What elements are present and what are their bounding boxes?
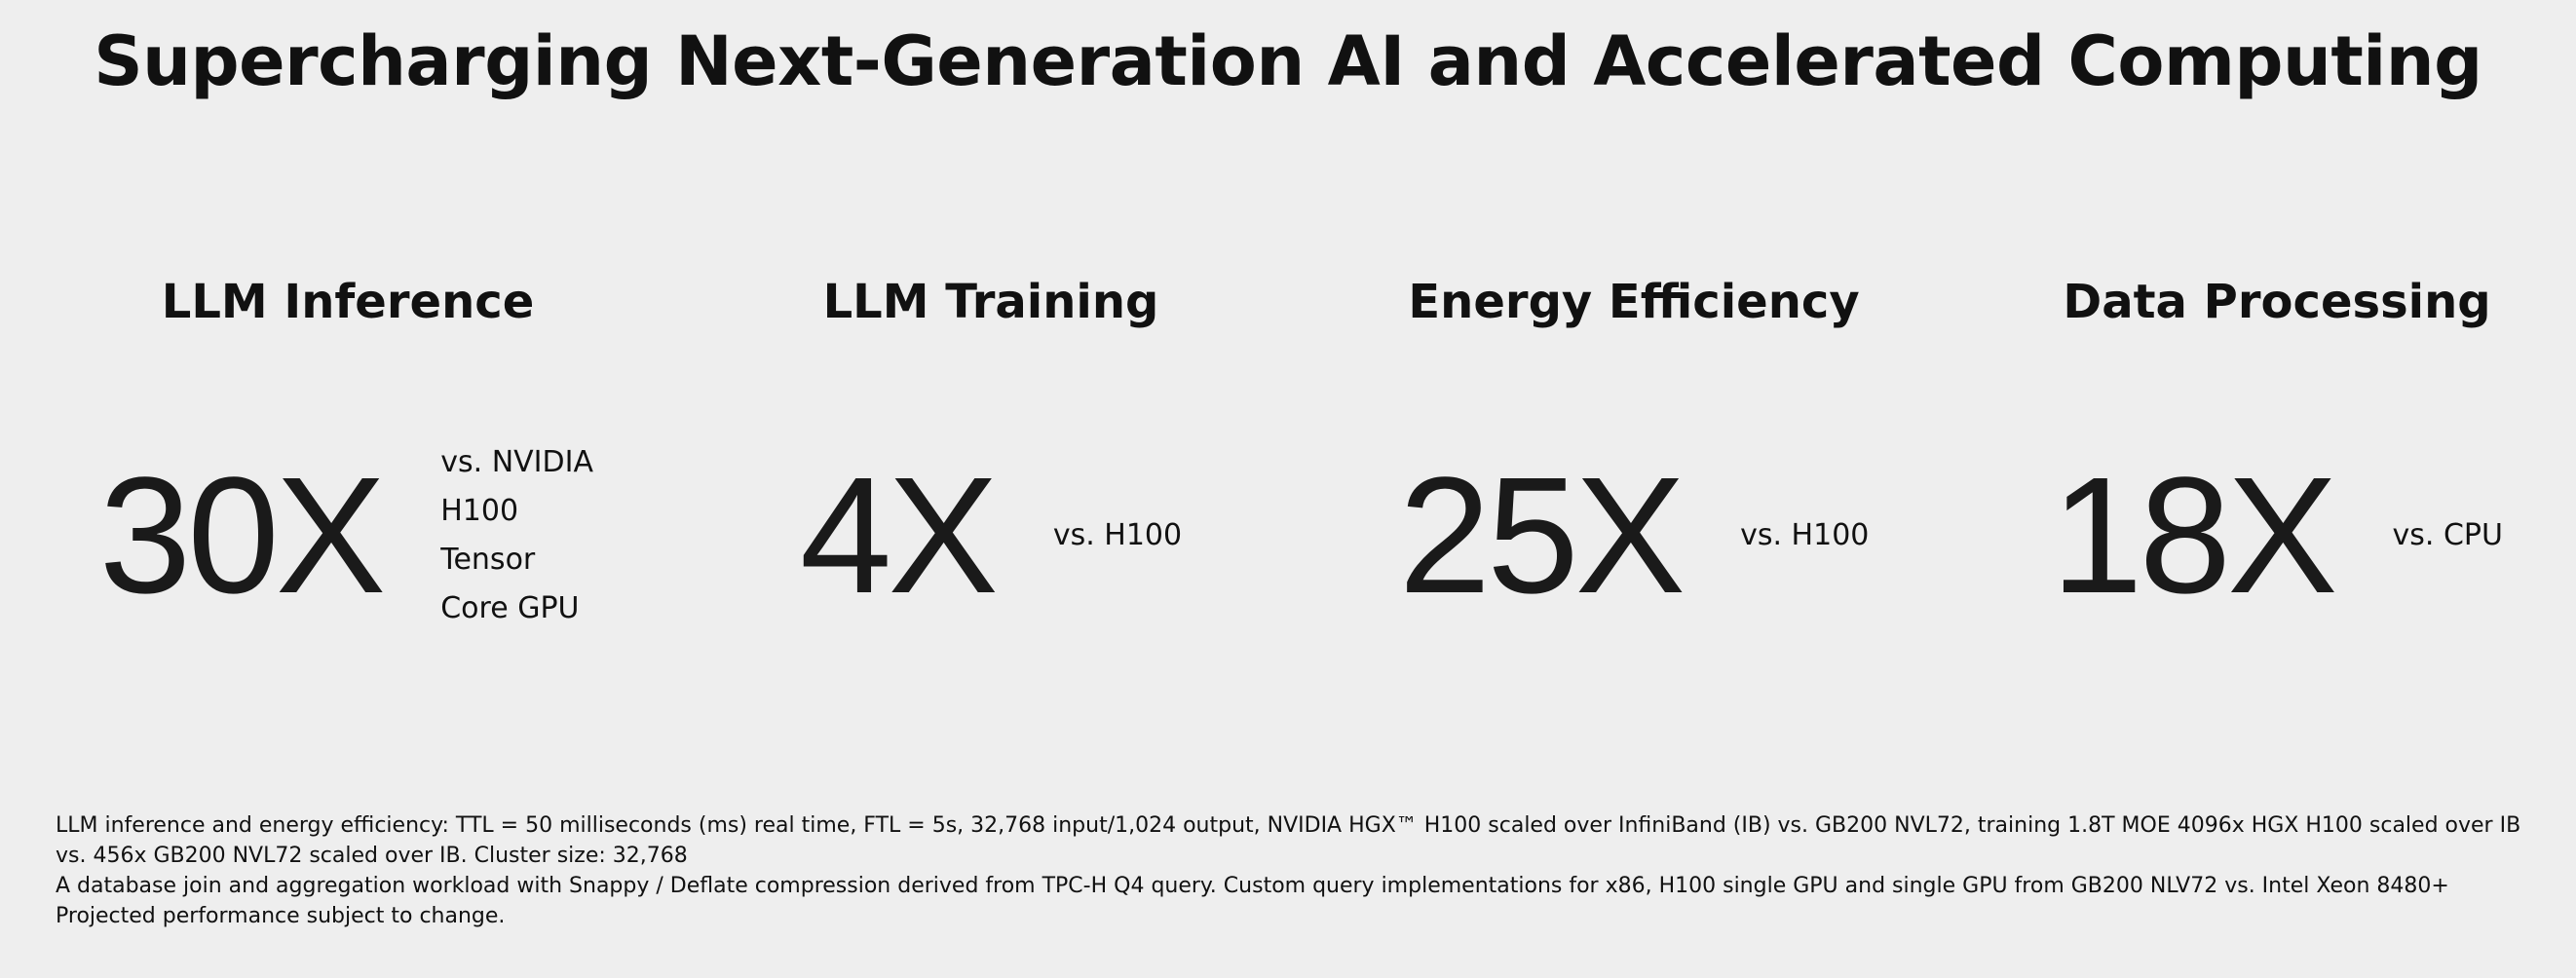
stat-column: Energy Efficiency 25X vs. H100 (1312, 263, 1955, 682)
stat-comparison: vs. H100 (1052, 518, 1183, 552)
stat-column: Data Processing 18X vs. CPU (1955, 263, 2576, 682)
stat-value: 4X (799, 443, 999, 628)
stat-row: 30X vs. NVIDIA H100 Tensor Core GPU (26, 390, 669, 682)
stat-comparison: vs. H100 (1740, 518, 1870, 552)
stat-comparison: vs. CPU (2392, 518, 2503, 552)
stat-row: 25X vs. H100 (1312, 390, 1955, 682)
stat-row: 4X vs. H100 (669, 390, 1312, 682)
stat-value: 30X (98, 443, 386, 628)
stat-heading: LLM Inference (161, 275, 535, 329)
stat-row: 18X vs. CPU (1955, 390, 2576, 682)
footnote: A database join and aggregation workload… (56, 874, 2449, 898)
footnote: LLM inference and energy efficiency: TTL… (56, 813, 2521, 868)
stat-value: 18X (2051, 443, 2337, 628)
stat-heading: Energy Efficiency (1408, 275, 1860, 329)
stat-comparison: vs. NVIDIA H100 Tensor Core GPU (440, 445, 593, 625)
stat-heading: LLM Training (822, 275, 1159, 329)
stat-column: LLM Inference 30X vs. NVIDIA H100 Tensor C… (26, 263, 669, 682)
page-title: Supercharging Next-Generation AI and Acc… (94, 21, 2482, 101)
footnotes: LLM inference and energy efficiency: TTL… (56, 810, 2530, 931)
stat-value: 25X (1398, 443, 1686, 628)
footnote: Projected performance subject to change. (56, 904, 506, 928)
stat-column: LLM Training 4X vs. H100 (669, 263, 1312, 682)
stat-heading: Data Processing (2063, 275, 2491, 329)
